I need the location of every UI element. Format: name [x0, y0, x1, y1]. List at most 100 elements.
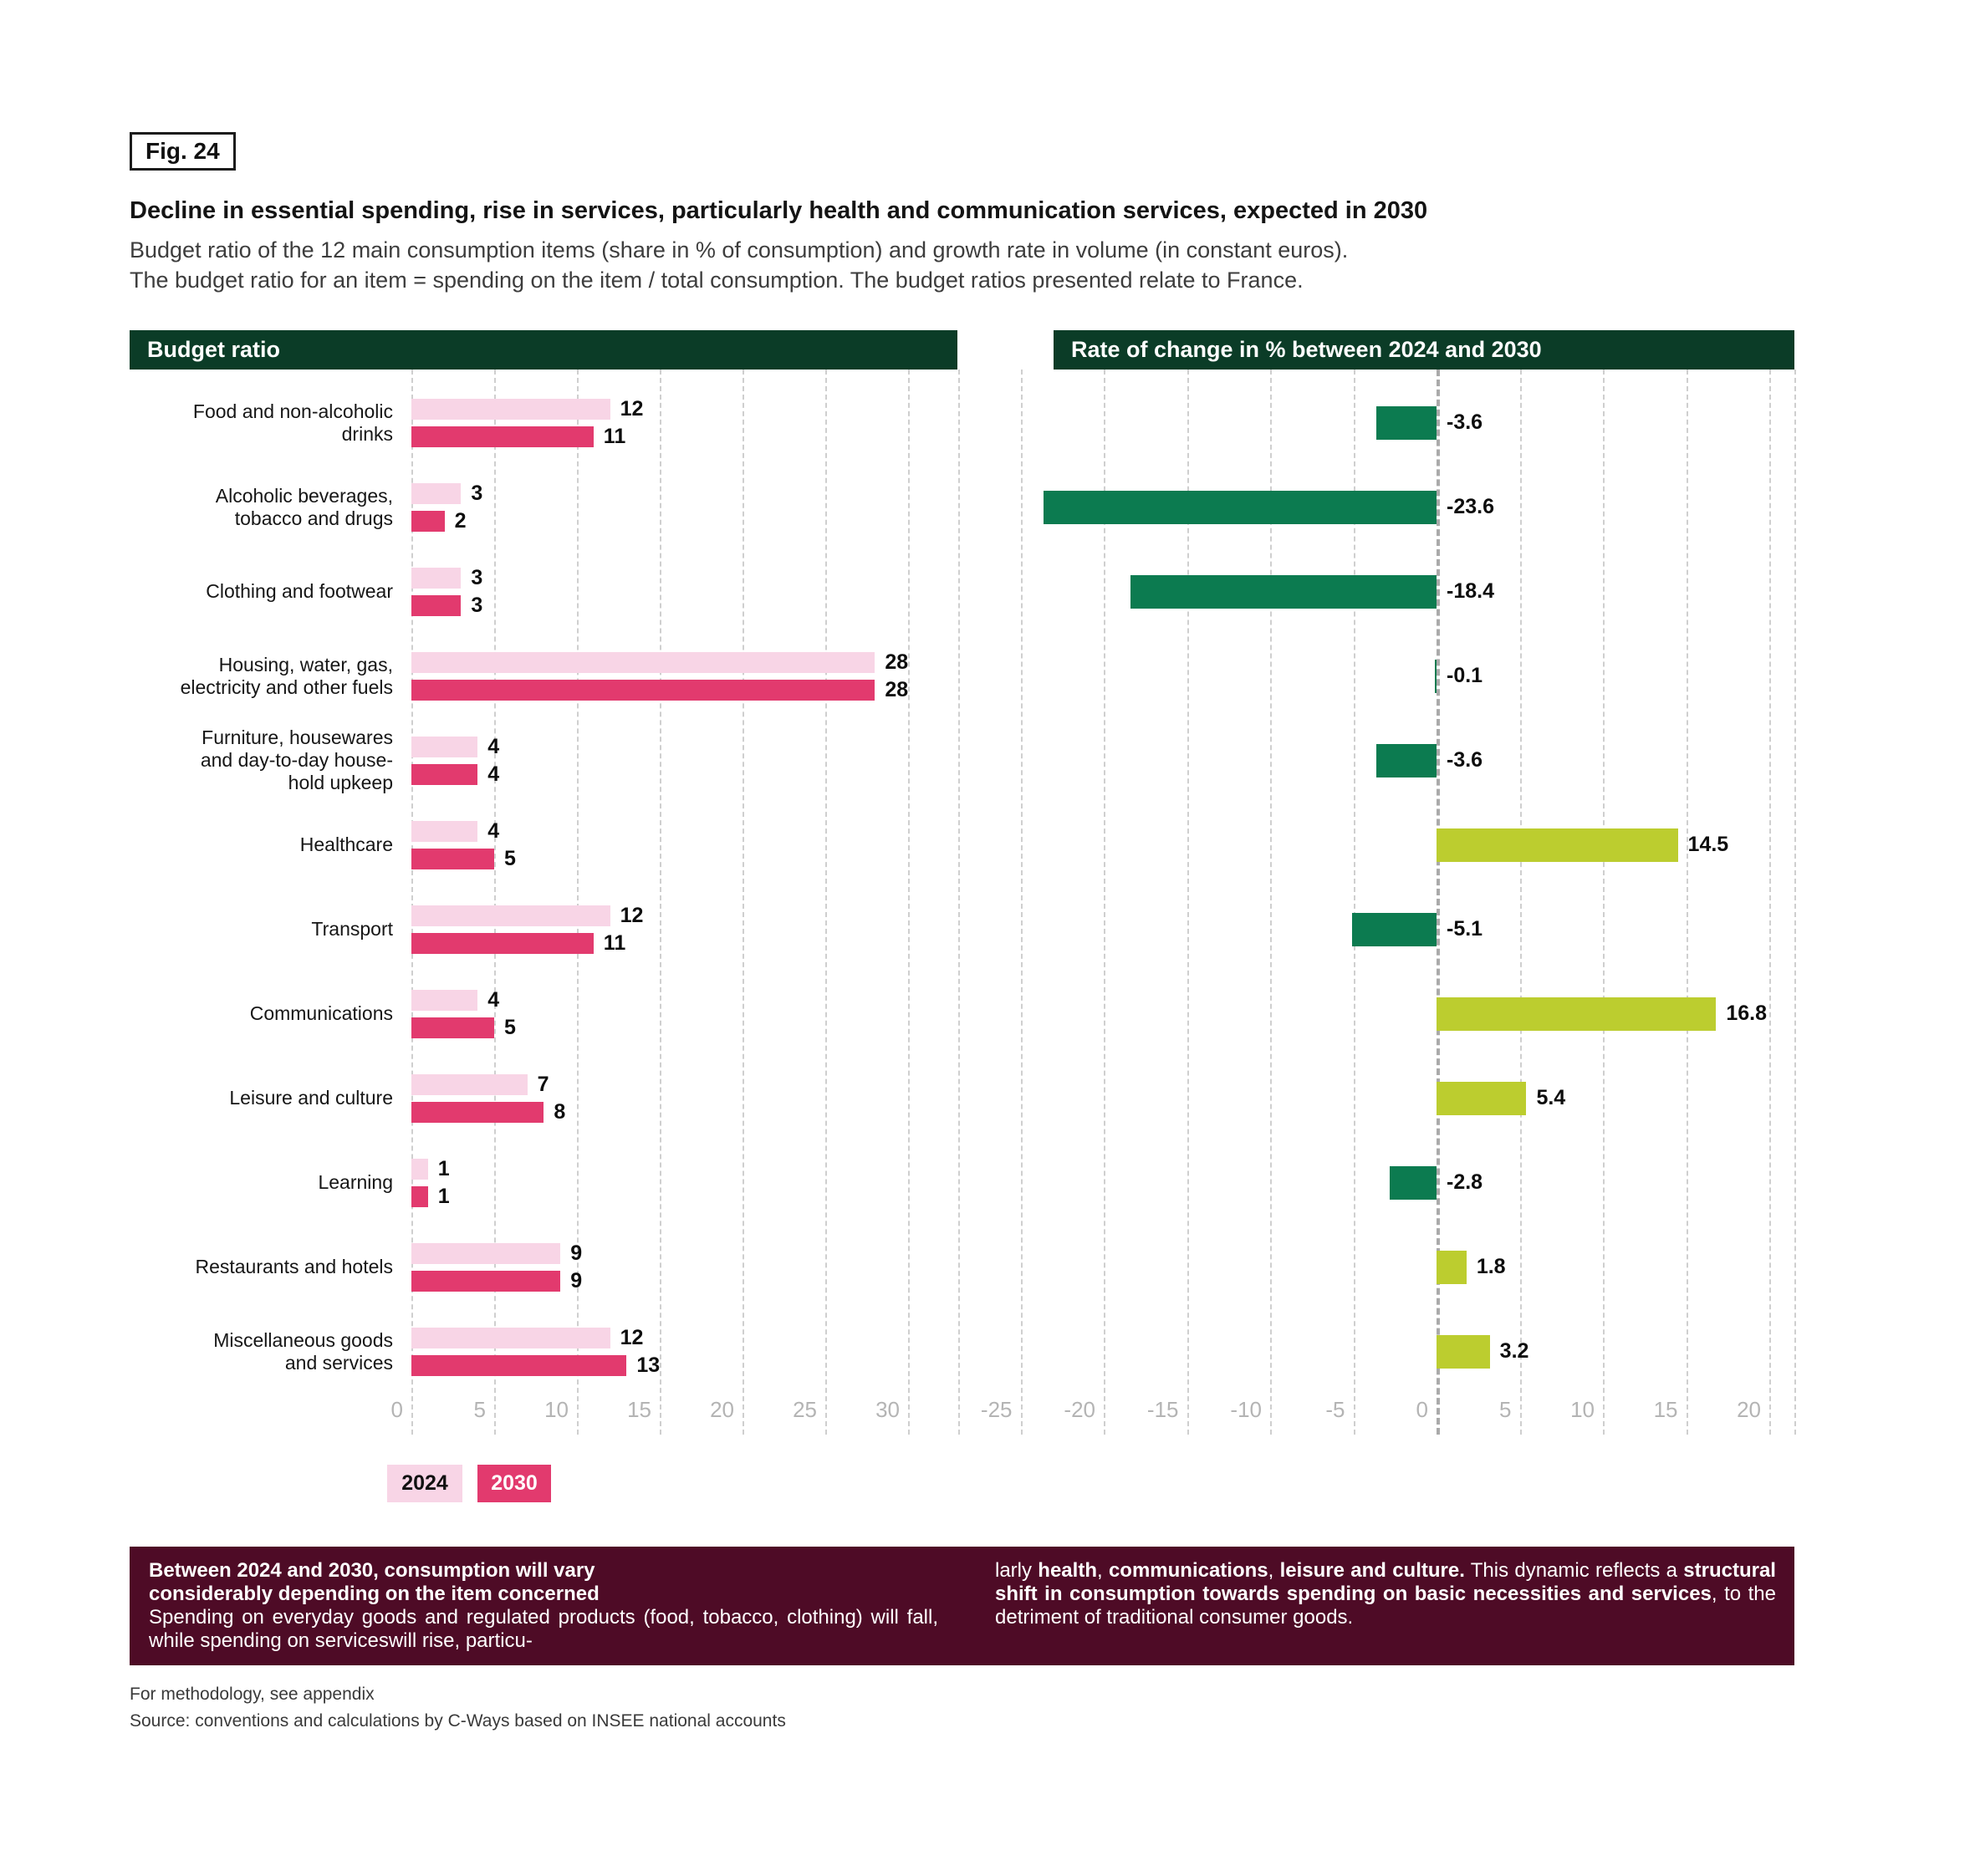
bar-2024 — [411, 989, 478, 1011]
value-label-2024: 12 — [620, 1325, 644, 1349]
change-bar — [1437, 1250, 1467, 1284]
bar-2024 — [411, 1242, 561, 1264]
bar-2024 — [411, 651, 875, 673]
bar-2024 — [411, 1158, 428, 1180]
value-label-2024: 12 — [620, 903, 644, 927]
change-bar — [1437, 1081, 1527, 1115]
value-label-2024: 3 — [471, 481, 483, 505]
figure-subtitle: Budget ratio of the 12 main consumption … — [130, 237, 1349, 293]
bar-2024 — [411, 1327, 610, 1348]
category-label: Leisure and culture — [229, 1087, 393, 1109]
change-value-label: -3.6 — [1447, 748, 1483, 772]
value-label-2024: 9 — [570, 1241, 583, 1265]
gridline — [494, 370, 496, 1435]
category-label: Transport — [311, 918, 393, 940]
change-bar — [1376, 743, 1437, 777]
gridline — [1187, 370, 1189, 1435]
value-label-2024: 7 — [537, 1072, 549, 1096]
summary-text: , — [1096, 1559, 1109, 1582]
gridline — [660, 370, 661, 1435]
gridline — [1769, 370, 1771, 1435]
axis-tick-label: 0 — [390, 1397, 403, 1422]
gridline — [825, 370, 827, 1435]
value-label-2024: 12 — [620, 396, 644, 421]
value-label-2030: 3 — [471, 593, 483, 617]
gridline — [411, 370, 413, 1435]
bar-2030 — [411, 1270, 561, 1292]
bar-2030 — [411, 679, 875, 701]
summary-bold-text: communications — [1108, 1559, 1268, 1582]
change-bar — [1130, 574, 1437, 609]
summary-bold-text: structural shift in consumption towards … — [995, 1559, 1776, 1605]
gridline — [577, 370, 579, 1435]
summary-bold-text: leisure and culture. — [1279, 1559, 1465, 1582]
value-label-2030: 13 — [636, 1353, 661, 1377]
gridline — [1020, 370, 1023, 1435]
methodology-note: For methodology, see appendix — [130, 1685, 375, 1704]
gridline — [958, 370, 960, 1435]
axis-tick-label: 5 — [473, 1397, 486, 1422]
value-label-2030: 8 — [554, 1099, 566, 1124]
summary-text: , — [1268, 1559, 1280, 1582]
summary-text: larly — [995, 1559, 1039, 1582]
bar-2030 — [411, 1101, 544, 1123]
bar-2030 — [411, 848, 494, 869]
value-label-2030: 5 — [504, 846, 516, 870]
axis-tick-label: 15 — [1653, 1397, 1678, 1422]
bar-2024 — [411, 567, 462, 589]
value-label-2030: 28 — [885, 677, 909, 701]
gridline — [1353, 370, 1355, 1435]
summary-left-column: Between 2024 and 2030, consumption will … — [149, 1559, 938, 1653]
bar-2030 — [411, 426, 594, 447]
bar-2030 — [411, 1185, 428, 1207]
bar-2024 — [411, 905, 610, 926]
value-label-2024: 1 — [437, 1156, 450, 1180]
value-label-2030: 5 — [504, 1015, 516, 1039]
category-label: Learning — [318, 1171, 393, 1193]
gridline — [1270, 370, 1272, 1435]
change-value-label: 5.4 — [1536, 1086, 1566, 1109]
value-label-2024: 4 — [487, 818, 500, 843]
bar-2030 — [411, 594, 462, 616]
figure-badge: Fig. 24 — [130, 132, 236, 171]
change-bar — [1437, 1334, 1490, 1369]
value-label-2030: 1 — [437, 1184, 450, 1208]
change-value-label: -18.4 — [1447, 579, 1494, 603]
summary-text: , to the detriment of traditional consum… — [995, 1583, 1776, 1629]
change-value-label: -2.8 — [1447, 1170, 1483, 1194]
summary-heading: Between 2024 and 2030, consumption will … — [149, 1559, 600, 1605]
value-label-2024: 28 — [885, 650, 909, 674]
axis-tick-label: 30 — [875, 1397, 900, 1422]
change-value-label: -23.6 — [1447, 495, 1494, 518]
category-label: Alcoholic beverages, tobacco and drugs — [215, 484, 393, 529]
bar-2024 — [411, 482, 462, 504]
change-bar — [1437, 828, 1678, 862]
value-label-2030: 2 — [454, 508, 467, 533]
bar-2024 — [411, 1073, 528, 1095]
value-label-2030: 4 — [487, 762, 500, 786]
gridline — [1519, 370, 1522, 1435]
value-label-2030: 9 — [570, 1268, 583, 1292]
summary-right-body: larly health, communications, leisure an… — [995, 1559, 1776, 1629]
axis-tick-label: -15 — [1146, 1397, 1179, 1422]
budget-ratio-header: Budget ratio — [130, 330, 957, 370]
axis-tick-label: 10 — [544, 1397, 569, 1422]
category-label: Communications — [249, 1002, 393, 1024]
change-bar — [1390, 1165, 1437, 1200]
category-label: Clothing and footwear — [206, 580, 393, 602]
change-bar — [1435, 659, 1437, 693]
change-bar — [1437, 997, 1717, 1031]
bar-2024 — [411, 820, 478, 842]
change-value-label: 3.2 — [1499, 1339, 1529, 1363]
summary-right-column: larly health, communications, leisure an… — [995, 1559, 1776, 1653]
bar-2030 — [411, 510, 445, 532]
axis-tick-label: 5 — [1499, 1397, 1512, 1422]
axis-tick-label: 20 — [710, 1397, 734, 1422]
change-value-label: -5.1 — [1447, 917, 1483, 941]
bar-2024 — [411, 736, 478, 757]
change-value-label: 16.8 — [1726, 1002, 1767, 1025]
legend-swatch-2024: 2024 — [387, 1465, 462, 1502]
category-label: Miscellaneous goods and services — [213, 1328, 393, 1374]
gridline — [1104, 370, 1105, 1435]
